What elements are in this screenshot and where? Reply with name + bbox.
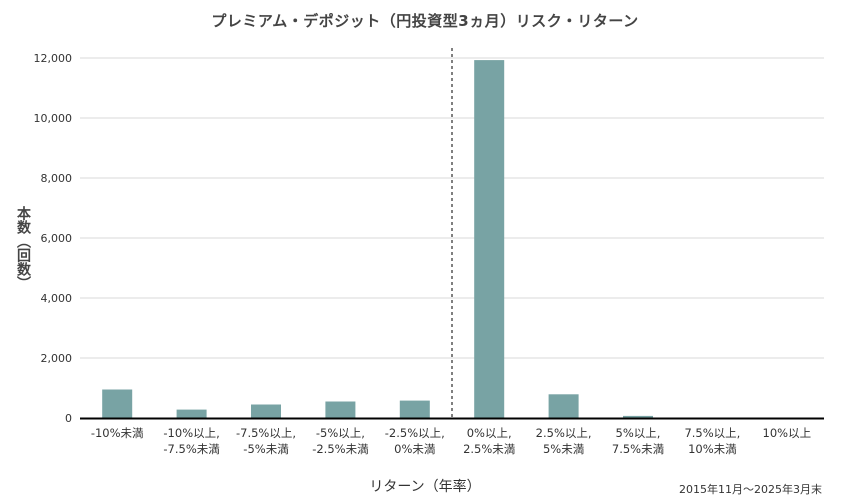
bar (399, 400, 430, 418)
x-tick-label: -2.5%以上, (385, 426, 445, 440)
x-tick-label: 5%以上, (616, 426, 661, 440)
y-tick-label: 4,000 (41, 292, 73, 305)
x-tick-label: -5%未満 (243, 442, 288, 456)
y-tick-label: 8,000 (41, 172, 73, 185)
y-axis-title: 本数（回数） (15, 206, 31, 290)
x-tick-label: -5%以上, (316, 426, 365, 440)
grid-lines (80, 57, 824, 359)
x-tick-label: 0%未満 (394, 442, 435, 456)
x-tick-label: -2.5%未満 (312, 442, 368, 456)
date-range-footnote: 2015年11月～2025年3月末 (679, 483, 822, 496)
x-tick-label: -7.5%以上, (236, 426, 296, 440)
x-tick-label: 5%未満 (543, 442, 584, 456)
bars (102, 60, 653, 418)
x-tick-label: 0%以上, (467, 426, 512, 440)
bar (548, 394, 579, 418)
y-tick-label: 12,000 (34, 52, 73, 65)
axis-labels: 0 2,000 4,000 6,000 8,000 10,000 12,000 -10%未満 -… (34, 52, 812, 456)
x-tick-label: 2.5%以上, (536, 426, 592, 440)
x-tick-label: 7.5%未満 (612, 442, 664, 456)
chart-title: プレミアム・デポジット（円投資型3ヵ月）リスク・リターン (211, 12, 639, 30)
bar (474, 60, 505, 418)
bar (325, 401, 356, 418)
y-tick-label: 6,000 (41, 232, 73, 245)
bar (623, 415, 653, 418)
x-tick-label: 2.5%未満 (463, 442, 515, 456)
x-tick-label: 10%以上 (763, 426, 812, 440)
y-tick-label: 2,000 (41, 352, 73, 365)
bar (176, 409, 207, 418)
x-axis-title: リターン（年率） (369, 479, 481, 495)
x-tick-label: -7.5%未満 (163, 442, 219, 456)
x-tick-label: -10%未満 (91, 426, 144, 440)
axes (80, 48, 824, 420)
bar (251, 404, 281, 418)
bar (102, 389, 133, 418)
x-tick-label: 10%未満 (688, 442, 737, 456)
y-tick-label: 0 (65, 412, 72, 425)
y-tick-label: 10,000 (34, 112, 73, 125)
x-tick-label: -10%以上, (163, 426, 219, 440)
x-tick-label: 7.5%以上, (684, 426, 740, 440)
